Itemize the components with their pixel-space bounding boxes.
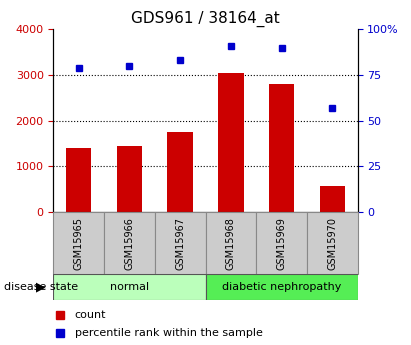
Bar [206,274,358,300]
Text: GSM15967: GSM15967 [175,217,185,270]
Text: GDS961 / 38164_at: GDS961 / 38164_at [131,10,280,27]
Bar [256,212,307,274]
Bar [307,212,358,274]
Bar [206,212,256,274]
Text: diabetic nephropathy: diabetic nephropathy [222,282,341,292]
Text: count: count [75,310,106,319]
Text: ▶: ▶ [36,281,46,294]
Bar [53,274,206,300]
Text: GSM15965: GSM15965 [74,217,84,270]
Bar [319,186,345,212]
Bar [117,146,142,212]
Text: GSM15968: GSM15968 [226,217,236,270]
Text: GSM15970: GSM15970 [327,217,337,270]
Bar [104,212,155,274]
Bar [155,212,206,274]
Text: disease state: disease state [4,282,78,292]
Text: percentile rank within the sample: percentile rank within the sample [75,328,263,338]
Text: GSM15969: GSM15969 [277,217,286,270]
Bar [269,84,294,212]
Text: normal: normal [110,282,149,292]
Text: GSM15966: GSM15966 [125,217,134,270]
Bar [168,132,193,212]
Bar [66,148,91,212]
Bar [218,73,243,212]
Bar [53,212,104,274]
